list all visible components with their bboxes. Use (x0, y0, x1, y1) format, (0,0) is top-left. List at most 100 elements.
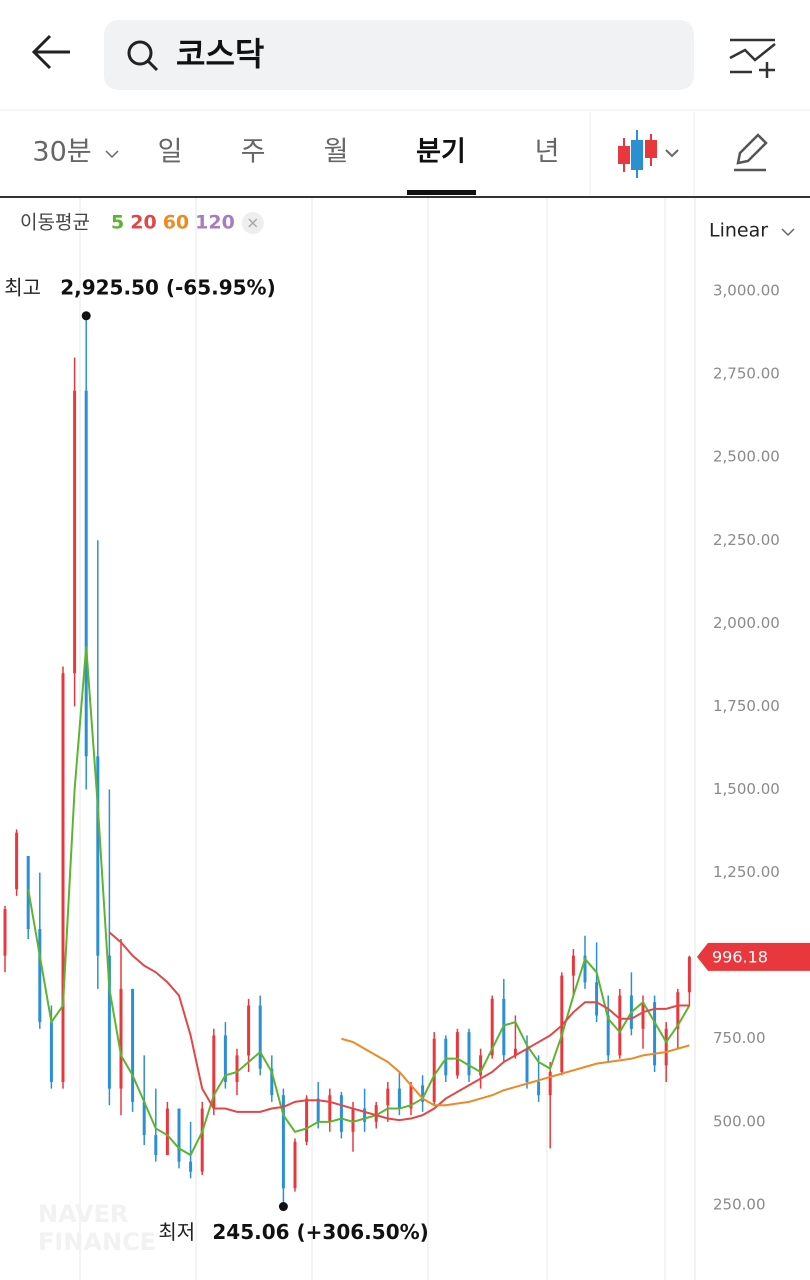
tab-chevron (105, 150, 119, 159)
y-tick-label: 1,250.00 (713, 863, 780, 881)
y-tick-label: 2,250.00 (713, 531, 780, 549)
candle-body (200, 1108, 204, 1172)
tab[interactable]: 월 (324, 137, 349, 168)
candle-body (73, 390, 77, 674)
candle-body (38, 929, 42, 1023)
min-marker (278, 1202, 288, 1212)
back-button[interactable] (31, 34, 70, 70)
tab[interactable]: 분기 (416, 137, 466, 168)
draw-button[interactable] (734, 133, 768, 172)
search-icon (127, 40, 153, 66)
candle-body (490, 998, 494, 1056)
candle-body (479, 1055, 483, 1076)
chart-style-button[interactable] (618, 130, 679, 178)
candle-body (513, 1048, 517, 1056)
candle-body (595, 982, 599, 1016)
scale-button[interactable]: Linear (709, 220, 768, 242)
watermark: FINANCE (38, 1228, 156, 1256)
candle-body (3, 909, 7, 956)
y-tick-label: 250.00 (713, 1195, 766, 1213)
candle-body (258, 1005, 262, 1069)
candle-body (270, 1068, 274, 1096)
search-icon (146, 59, 159, 72)
candle-body (641, 1002, 645, 1029)
moving-average (108, 931, 690, 1122)
candle-body (165, 1108, 169, 1156)
candle-body (316, 1098, 320, 1122)
max-value: 2,925.50 (-65.95%) (60, 275, 276, 299)
candle-body (223, 1035, 227, 1082)
y-tick-label: 2,500.00 (713, 448, 780, 466)
candle-body (142, 1101, 146, 1136)
candle-body (537, 1081, 541, 1096)
candle-body (281, 1095, 285, 1189)
max-marker (81, 311, 91, 321)
candle-body (305, 1098, 309, 1142)
legend-entry: 20 (130, 212, 156, 234)
candle-body (363, 1108, 367, 1122)
candle-body (247, 1005, 251, 1056)
candle-body (84, 390, 88, 757)
legend-close (248, 218, 258, 228)
candle-body (571, 955, 575, 976)
candle-body (328, 1095, 332, 1122)
price-tag-label: 996.18 (712, 947, 768, 966)
candle-body (676, 992, 680, 1029)
tab[interactable]: 년 (535, 137, 560, 168)
legend-label: 이동평균 (20, 212, 90, 234)
y-tick-label: 3,000.00 (713, 282, 780, 300)
candle-body (444, 1038, 448, 1076)
candle-body (293, 1141, 297, 1189)
candle-body (107, 955, 111, 1089)
candle-body (467, 1032, 471, 1076)
top-bar: 코스닥 30분 일 주 월 분기 년 (0, 20, 810, 198)
search-box[interactable] (104, 20, 694, 90)
legend-entry: 5 (111, 212, 124, 234)
search-text: 코스닥 (176, 35, 264, 73)
y-tick-label: 750.00 (713, 1029, 766, 1047)
candle-body (131, 988, 135, 1102)
tab[interactable]: 일 (158, 137, 183, 168)
candle-body (548, 1071, 552, 1096)
candle-body (664, 1028, 668, 1066)
y-tick-label: 500.00 (713, 1112, 766, 1130)
y-tick-label: 2,000.00 (713, 614, 780, 632)
candle-body (96, 756, 100, 956)
candle-body (339, 1095, 343, 1132)
candle-body (49, 1022, 53, 1082)
candle-body (409, 1085, 413, 1109)
candle-body (397, 1088, 401, 1109)
y-tick-label: 1,750.00 (713, 697, 780, 715)
candle-body (386, 1088, 390, 1106)
candle-body (687, 956, 691, 993)
tab-underline (407, 190, 476, 195)
candle-body (583, 955, 587, 983)
min-value: 245.06 (+306.50%) (212, 1220, 428, 1244)
tab[interactable]: 30분 (32, 137, 91, 168)
candle-body (61, 673, 65, 1082)
candle-body (235, 1055, 239, 1082)
moving-average (341, 1037, 690, 1107)
candle-body (421, 1085, 425, 1102)
candle-body (432, 1038, 436, 1102)
tab[interactable]: 주 (241, 137, 266, 168)
candle-body (653, 1002, 657, 1066)
candle-body (177, 1108, 181, 1162)
chart: NAVER FINANCE 이동평균 5 20 60 120 Linear 250.0… (3, 198, 810, 1280)
candle-body (606, 1015, 610, 1056)
candle-body (189, 1161, 193, 1172)
candle-body (618, 995, 622, 1056)
add-indicator-button[interactable] (729, 38, 776, 78)
candle-body (15, 832, 19, 890)
max-label: 최고 (4, 275, 41, 299)
candle-body (525, 1048, 529, 1082)
price-tag (697, 942, 810, 971)
candle-body (351, 1108, 355, 1132)
legend-entry: 60 (163, 212, 189, 234)
y-tick-label: 1,500.00 (713, 780, 780, 798)
candle-body (154, 1135, 158, 1156)
legend-entry: 120 (195, 212, 235, 234)
candle-body (212, 1035, 216, 1109)
